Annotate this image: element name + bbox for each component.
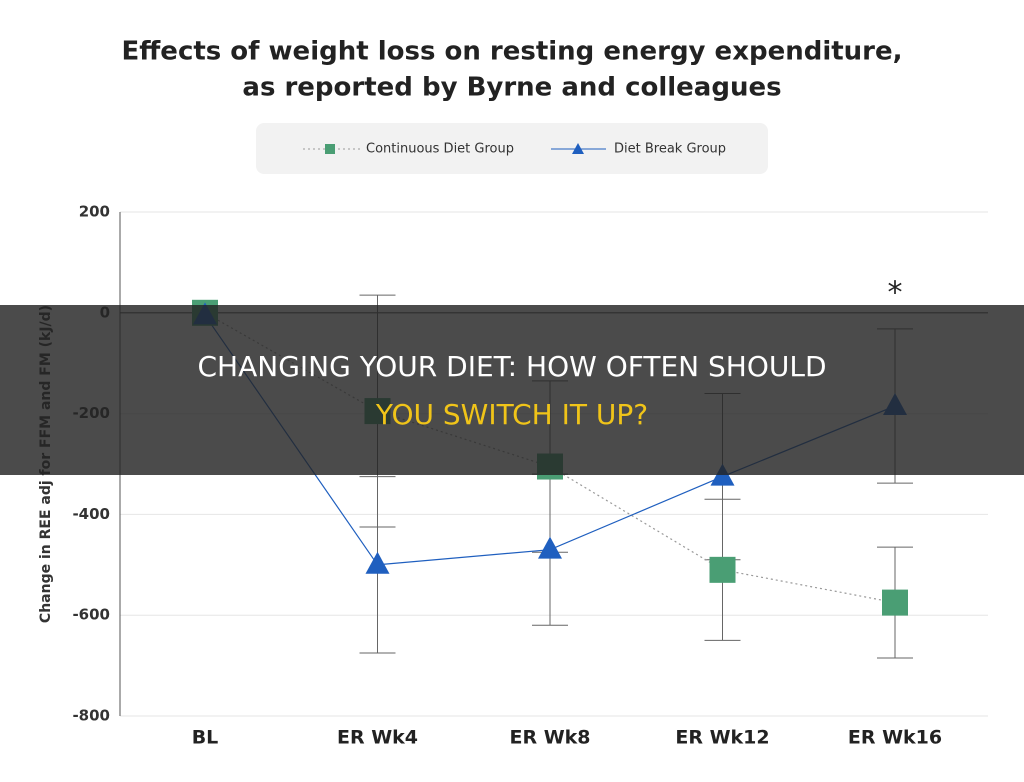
overlay-banner xyxy=(0,305,1024,475)
legend-label: Continuous Diet Group xyxy=(366,142,514,157)
legend-marker xyxy=(572,143,584,154)
marker xyxy=(538,536,562,559)
legend-label: Diet Break Group xyxy=(614,142,726,157)
annotation: * xyxy=(888,276,903,311)
marker xyxy=(365,551,390,574)
overlay-title: YOU SWITCH IT UP? xyxy=(375,398,648,431)
y-tick-label: -600 xyxy=(72,606,110,624)
y-tick-label: -800 xyxy=(72,707,110,725)
x-tick-label: ER Wk4 xyxy=(337,727,418,749)
legend-box xyxy=(256,123,768,174)
overlay-title: CHANGING YOUR DIET: HOW OFTEN SHOULD xyxy=(197,350,826,383)
x-tick-label: ER Wk16 xyxy=(848,727,942,749)
chart-title: Effects of weight loss on resting energy… xyxy=(121,37,902,67)
x-tick-label: ER Wk12 xyxy=(675,727,769,749)
legend-marker xyxy=(325,144,335,154)
marker xyxy=(709,556,736,583)
x-tick-label: BL xyxy=(192,727,219,749)
x-tick-label: ER Wk8 xyxy=(509,727,590,749)
y-tick-label: 200 xyxy=(79,203,110,221)
chart-title: as reported by Byrne and colleagues xyxy=(242,73,781,103)
y-tick-label: -400 xyxy=(72,505,110,523)
marker xyxy=(882,589,908,616)
